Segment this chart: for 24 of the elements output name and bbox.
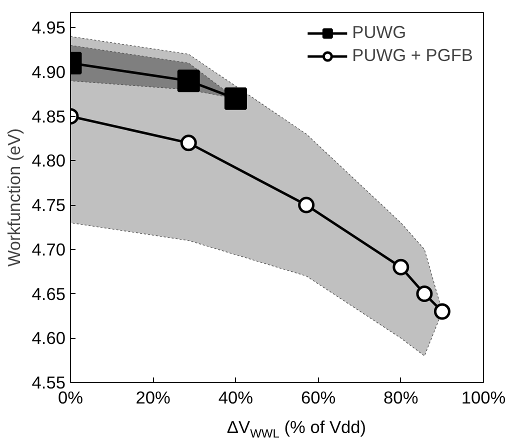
y-axis-title: Workfunction (eV) [4,128,24,267]
x-axis-title: ΔV$_{WWL}$ (% of Vdd) [226,416,366,442]
x-tick-label: 20% [136,388,170,408]
point [392,258,410,276]
x-tick-label: 80% [384,388,418,408]
y-tick-label: 4.80 [32,150,66,171]
point [416,286,433,302]
y-tick-label: 4.90 [32,62,66,82]
legend-label: PUWG [352,22,406,43]
x-tick-label: 100% [461,388,506,408]
y-tick-label: 4.65 [32,284,66,304]
point [298,196,315,214]
point [177,70,200,92]
y-tick-label: 4.85 [32,106,66,126]
legend-label: PUWG + PGFB [352,45,473,66]
y-tick-label: 4.95 [32,18,66,38]
y-tick-label: 4.70 [32,239,66,260]
x-tick-label: 40% [218,388,254,408]
point [434,303,450,320]
point [224,87,247,110]
y-tick-label: 4.60 [32,328,66,348]
x-tick-label: 60% [300,388,336,408]
y-tick-label: 4.75 [32,195,66,216]
point [180,134,197,152]
